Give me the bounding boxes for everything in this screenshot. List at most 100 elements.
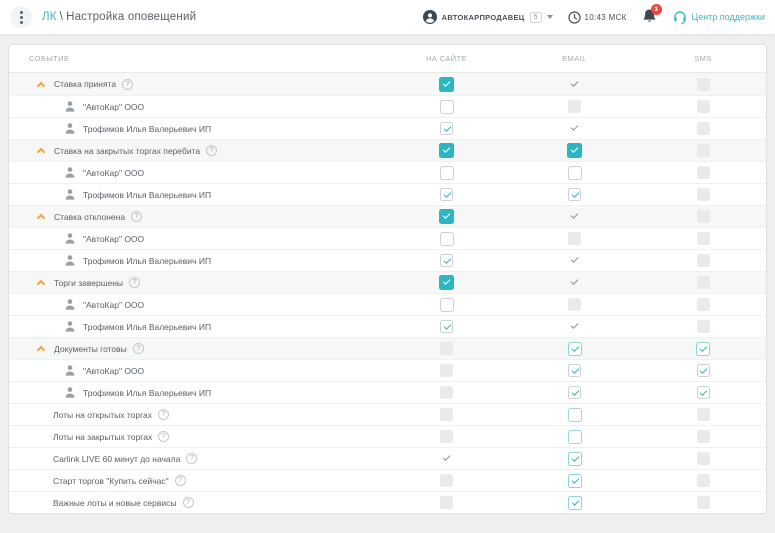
- site-checkbox[interactable]: [439, 209, 454, 224]
- table-row: "АвтоКар" ООО: [9, 95, 766, 117]
- site-checkbox[interactable]: [440, 320, 453, 333]
- checkbox-cell-email: [509, 228, 640, 249]
- checkbox-cell-email: [509, 382, 640, 403]
- checkbox-cell-sms: [640, 250, 766, 271]
- site-checkbox[interactable]: [439, 76, 454, 92]
- sms-checkbox[interactable]: [696, 386, 710, 399]
- help-icon[interactable]: ?: [122, 78, 134, 90]
- table-row: Трофимов Илья Валерьевич ИП: [9, 315, 766, 337]
- table-row: Трофимов Илья Валерьевич ИП: [9, 183, 766, 205]
- email-checkbox[interactable]: [567, 143, 582, 158]
- site-checkbox[interactable]: [440, 188, 453, 201]
- checkbox-cell-site: [384, 404, 509, 425]
- sms-checkbox: [696, 320, 710, 333]
- sms-checkbox: [696, 408, 710, 421]
- table-body: Ставка принята? "АвтоКар" ООО Трофимов Иль…: [9, 73, 766, 513]
- site-checkbox[interactable]: [439, 231, 454, 246]
- chevron-up-icon[interactable]: [36, 147, 46, 157]
- chevron-up-icon[interactable]: [36, 81, 46, 90]
- help-icon[interactable]: ?: [174, 475, 186, 486]
- email-checkbox[interactable]: [568, 364, 581, 377]
- email-checkbox[interactable]: [568, 386, 581, 399]
- account-name-label: АВТОКАРПРОДАВЕЦ: [441, 12, 525, 22]
- help-icon[interactable]: ?: [132, 343, 144, 354]
- checkbox-cell-site: [384, 140, 509, 161]
- site-checkbox[interactable]: [440, 254, 453, 267]
- row-label: Трофимов Илья Валерьевич ИП: [83, 387, 212, 398]
- event-cell: Трофимов Илья Валерьевич ИП: [9, 184, 384, 205]
- site-checkbox[interactable]: [439, 99, 454, 114]
- checkbox-cell-email: [509, 316, 640, 337]
- checkbox-cell-site: [384, 118, 509, 139]
- event-cell: Важные лоты и новые сервисы?: [9, 492, 384, 513]
- checkbox-cell-site: [384, 272, 509, 293]
- email-checkbox: [568, 298, 581, 311]
- email-checkbox[interactable]: [567, 473, 582, 488]
- table-row: Ставка отклонена?: [9, 205, 766, 227]
- help-icon[interactable]: ?: [131, 211, 143, 222]
- help-icon[interactable]: ?: [206, 145, 218, 156]
- email-checkbox[interactable]: [567, 341, 582, 356]
- checkbox-cell-site: [384, 492, 509, 513]
- sms-checkbox[interactable]: [696, 341, 710, 356]
- account-dropdown[interactable]: АВТОКАРПРОДАВЕЦ 5: [422, 10, 553, 24]
- row-label: "АвтоКар" ООО: [83, 299, 145, 310]
- checkbox-cell-sms: [640, 316, 766, 337]
- top-bar: ЛК \ Настройка оповещений АВТОКАРПРОДАВЕЦ …: [0, 0, 775, 34]
- table-row: Трофимов Илья Валерьевич ИП: [9, 249, 766, 271]
- help-icon[interactable]: ?: [129, 277, 141, 288]
- site-checkbox[interactable]: [440, 122, 453, 135]
- notification-count-badge: 3: [650, 4, 662, 15]
- site-checkbox[interactable]: [439, 143, 454, 158]
- help-icon[interactable]: ?: [186, 453, 198, 464]
- email-checkbox: [568, 254, 581, 267]
- help-icon[interactable]: ?: [182, 497, 194, 508]
- row-label: Трофимов Илья Валерьевич ИП: [83, 123, 212, 134]
- site-checkbox[interactable]: [439, 165, 454, 180]
- email-checkbox[interactable]: [567, 165, 582, 180]
- sms-checkbox: [696, 430, 710, 443]
- chevron-up-icon[interactable]: [36, 213, 46, 223]
- row-label: Лоты на открытых торгах: [53, 409, 153, 420]
- sms-checkbox[interactable]: [696, 364, 710, 377]
- breadcrumb-root-link[interactable]: ЛК: [42, 11, 57, 23]
- site-checkbox[interactable]: [439, 275, 454, 290]
- checkbox-cell-sms: [640, 184, 766, 205]
- checkbox-cell-email: [509, 206, 640, 227]
- checkbox-cell-email: [509, 272, 640, 293]
- email-checkbox: [568, 100, 581, 113]
- menu-button[interactable]: [10, 6, 32, 28]
- checkbox-cell-sms: [640, 206, 766, 227]
- help-icon[interactable]: ?: [158, 409, 170, 420]
- table-row: Лоты на закрытых торгах?: [9, 425, 766, 447]
- site-checkbox: [440, 364, 453, 377]
- help-icon[interactable]: ?: [158, 431, 170, 442]
- email-checkbox[interactable]: [567, 429, 582, 444]
- sms-checkbox: [696, 188, 710, 201]
- checkbox-cell-site: [384, 294, 509, 315]
- sms-checkbox: [696, 100, 710, 113]
- chevron-up-icon[interactable]: [36, 279, 46, 289]
- table-row: "АвтоКар" ООО: [9, 359, 766, 381]
- notifications-button[interactable]: 3: [642, 4, 662, 26]
- event-cell: Трофимов Илья Валерьевич ИП: [9, 250, 384, 271]
- event-cell: Ставка отклонена?: [9, 206, 384, 227]
- support-center-link[interactable]: Центр поддержки: [673, 10, 765, 24]
- person-icon: [65, 387, 75, 398]
- event-cell: Трофимов Илья Валерьевич ИП: [9, 316, 384, 337]
- time-label: 10:43 МСК: [584, 12, 627, 22]
- chevron-up-icon[interactable]: [36, 345, 46, 355]
- email-checkbox[interactable]: [567, 495, 582, 510]
- headset-icon: [673, 11, 686, 24]
- checkbox-cell-email: [509, 140, 640, 161]
- email-checkbox[interactable]: [567, 451, 582, 466]
- server-time: 10:43 МСК: [567, 10, 627, 24]
- email-checkbox[interactable]: [567, 407, 582, 422]
- site-checkbox[interactable]: [439, 297, 454, 312]
- event-cell: Carlink LIVE 60 минут до начала?: [9, 448, 384, 469]
- row-label: Важные лоты и новые сервисы: [53, 497, 177, 508]
- checkbox-cell-sms: [640, 73, 766, 95]
- checkbox-cell-email: [509, 96, 640, 117]
- checkbox-cell-site: [384, 316, 509, 337]
- email-checkbox[interactable]: [568, 188, 581, 201]
